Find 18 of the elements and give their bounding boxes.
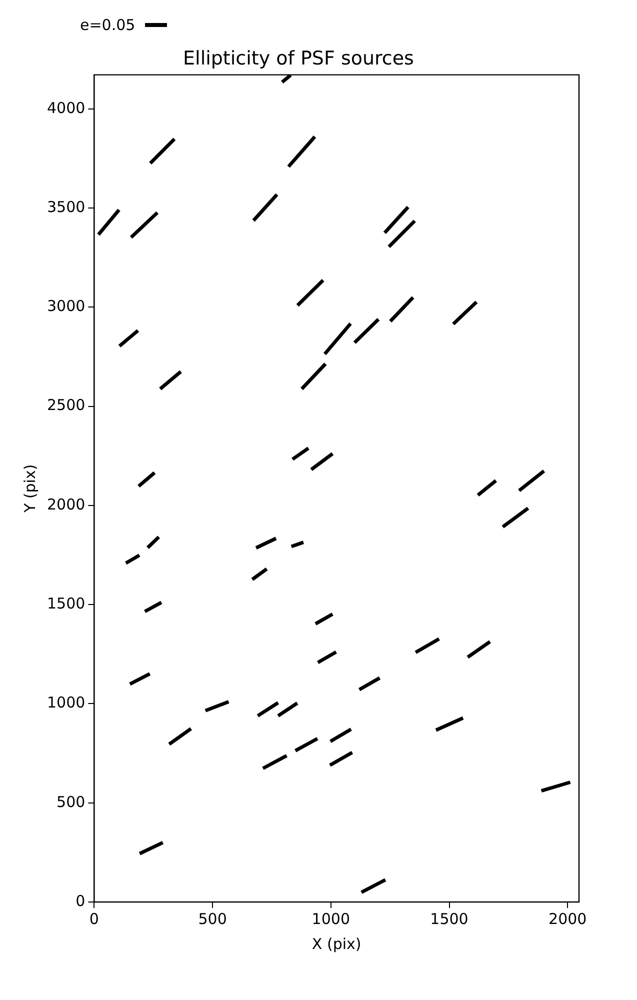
y-tick-label: 2000: [46, 495, 86, 514]
y-axis-title: Y (pix): [20, 464, 39, 514]
y-tick-label: 3000: [46, 297, 86, 316]
x-tick-label: 500: [198, 910, 227, 928]
y-tick-label: 0: [76, 892, 86, 910]
text: e=0.05: [80, 16, 136, 34]
y-tick-label: 4000: [46, 98, 86, 117]
x-axis-title: X (pix): [312, 934, 362, 953]
x-tick-label: 1500: [430, 910, 468, 928]
y-tick-label: 2500: [46, 396, 86, 414]
y-tick-label: 500: [56, 792, 86, 811]
y-tick-label: 1000: [46, 694, 86, 712]
y-tick-label: 3500: [46, 198, 86, 216]
x-tick-label: 0: [89, 910, 99, 928]
x-tick-label: 2000: [548, 910, 587, 928]
chart-title: Ellipticity of PSF sources: [183, 47, 414, 70]
y-tick-label: 1500: [46, 594, 86, 612]
x-tick-label: 1000: [312, 910, 350, 928]
